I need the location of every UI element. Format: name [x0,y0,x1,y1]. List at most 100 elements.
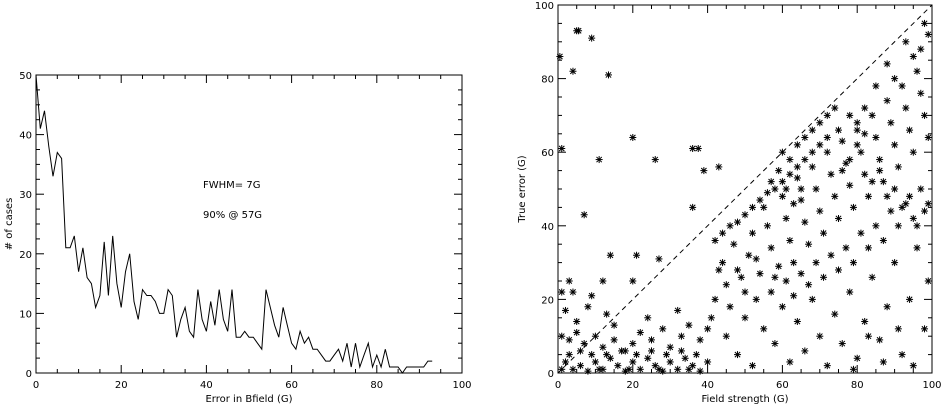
left-annotation-fwhm: FWHM= 7G [203,180,260,191]
scatter-point [801,133,809,141]
scatter-point [595,156,603,164]
scatter-point [793,163,801,171]
right-x-tick-label: 0 [555,380,561,391]
scatter-point [610,336,618,344]
scatter-point [565,351,573,359]
scatter-point [864,244,872,252]
scatter-point [868,273,876,281]
scatter-point [820,229,828,237]
left-y-tick-label: 0 [26,369,32,380]
scatter-point [629,358,637,366]
scatter-point [816,207,824,215]
scatter-point [891,141,899,149]
scatter-point [711,237,719,245]
scatter-point [599,277,607,285]
scatter-point [580,340,588,348]
scatter-point [917,89,925,97]
scatter-point [756,196,764,204]
scatter-point [883,97,891,105]
scatter-point [748,229,756,237]
scatter-point [861,170,869,178]
scatter-point [816,141,824,149]
scatter-point [898,82,906,90]
left-x-tick-label: 40 [200,380,213,391]
scatter-point [876,167,884,175]
scatter-point [561,306,569,314]
scatter-point [734,266,742,274]
scatter-point [808,295,816,303]
right-x-tick-label: 60 [776,380,789,391]
scatter-point [569,365,577,373]
left-y-tick-label: 50 [19,71,32,82]
left-chart: 0 20 40 60 80 100 0 10 20 30 40 50 Error in Bfield… [4,71,472,405]
right-y-tick-label: 40 [541,222,554,233]
left-y-tick-label: 30 [19,190,32,201]
scatter-point [921,207,929,215]
scatter-point [565,336,573,344]
scatter-point [569,288,577,296]
scatter-point [786,358,794,366]
scatter-point [894,325,902,333]
scatter-point [659,325,667,333]
scatter-point [921,325,929,333]
right-x-tick-label: 20 [626,380,639,391]
scatter-point [857,229,865,237]
scatter-point [909,53,917,61]
scatter-point [558,332,566,340]
scatter-point [846,181,854,189]
scatter-point [677,347,685,355]
scatter-point [558,288,566,296]
scatter-point [906,126,914,134]
scatter-point [588,351,596,359]
scatter-point [808,148,816,156]
right-x-ticks: 0 20 40 60 80 100 [555,5,942,391]
left-x-tick-label: 0 [33,380,39,391]
scatter-point [576,362,584,370]
scatter-point [715,163,723,171]
scatter-point [719,259,727,267]
scatter-point [767,244,775,252]
scatter-point [588,292,596,300]
scatter-point [853,141,861,149]
scatter-point [662,351,670,359]
right-y-label: True error (G) [517,155,528,223]
scatter-point [685,321,693,329]
right-scatter-points [556,19,932,375]
scatter-point [808,163,816,171]
scatter-point [741,314,749,322]
scatter-point [741,288,749,296]
scatter-point [782,185,790,193]
scatter-point [752,255,760,263]
scatter-point [629,340,637,348]
scatter-point [853,126,861,134]
scatter-point [569,67,577,75]
scatter-point [737,273,745,281]
left-x-label: Error in Bfield (G) [205,394,292,405]
scatter-point [648,336,655,344]
scatter-point [726,222,734,230]
scatter-point [924,200,932,208]
scatter-point [726,303,734,311]
scatter-point [849,365,857,373]
scatter-point [849,259,857,267]
scatter-point [805,281,813,289]
scatter-point [902,200,910,208]
scatter-point [704,325,712,333]
scatter-point [573,329,581,337]
scatter-point [797,270,805,278]
scatter-point [741,211,749,219]
scatter-point [864,192,872,200]
scatter-point [644,354,652,362]
scatter-point [715,266,723,274]
scatter-point [906,295,914,303]
left-y-tick-label: 40 [19,131,32,142]
scatter-point [917,185,925,193]
right-x-label: Field strength (G) [701,394,788,405]
scatter-point [696,367,704,375]
scatter-point [648,347,655,355]
scatter-point [827,251,835,259]
scatter-point [902,104,910,112]
scatter-point [584,367,592,375]
scatter-point [748,203,756,211]
scatter-point [633,251,641,259]
